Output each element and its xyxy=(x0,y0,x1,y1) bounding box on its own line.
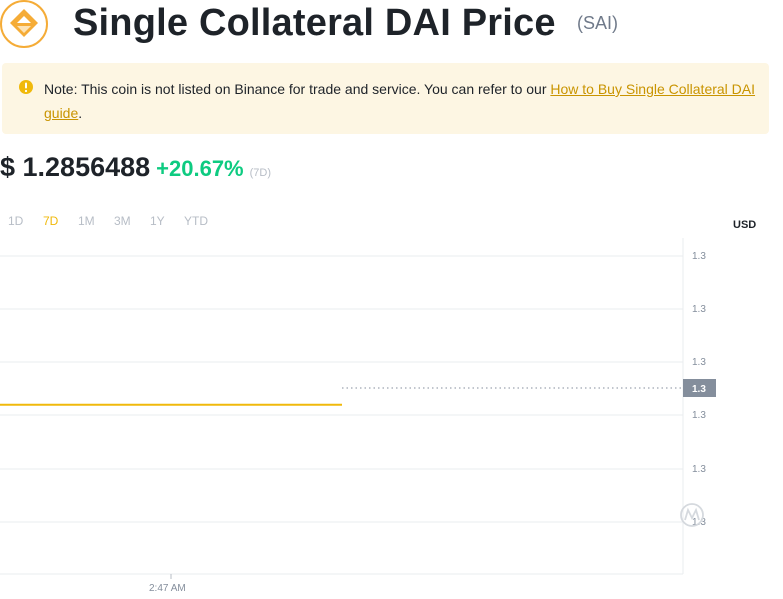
page-header: Single Collateral DAI Price (SAI) xyxy=(0,0,783,52)
x-tick-label: 2:47 AM xyxy=(149,583,186,594)
page-title: Single Collateral DAI Price xyxy=(73,2,556,44)
current-price: $ 1.2856488 xyxy=(0,152,151,182)
price-change: +20.67% xyxy=(156,156,244,181)
y-tick-label: 1.3 xyxy=(692,464,706,475)
range-tab-1y[interactable]: 1Y xyxy=(150,214,165,228)
current-value-badge: 1.3 xyxy=(683,379,716,397)
notice-text: Note: This coin is not listed on Binance… xyxy=(44,81,551,97)
range-tab-ytd[interactable]: YTD xyxy=(184,214,208,228)
range-tab-3m[interactable]: 3M xyxy=(114,214,131,228)
range-tab-7d[interactable]: 7D xyxy=(43,214,59,228)
coinmarketcap-watermark-icon xyxy=(680,503,704,527)
listing-notice: Note: This coin is not listed on Binance… xyxy=(2,63,769,134)
y-tick-label: 1.3 xyxy=(692,304,706,315)
price-summary: $ 1.2856488 +20.67% (7D) xyxy=(0,152,271,188)
y-tick-label: 1.3 xyxy=(692,251,706,262)
y-tick-label: 1.3 xyxy=(692,357,706,368)
how-to-buy-link[interactable]: How to Buy Single Collateral DAI guide xyxy=(44,81,756,121)
currency-label: USD xyxy=(733,219,757,231)
current-value-label: 1.3 xyxy=(692,384,706,395)
price-chart: 1.31.31.31.31.31.3 1.3 2:47 AM xyxy=(0,238,716,594)
y-tick-label: 1.3 xyxy=(692,410,706,421)
range-tab-1m[interactable]: 1M xyxy=(78,214,95,228)
warning-circle-icon xyxy=(19,80,33,94)
notice-suffix: . xyxy=(78,105,83,121)
change-period: (7D) xyxy=(249,167,272,179)
chart-grid xyxy=(0,255,683,523)
sai-coin-icon xyxy=(0,0,48,48)
coin-symbol: (SAI) xyxy=(577,13,619,33)
notice-message: Note: This coin is not listed on Binance… xyxy=(44,77,762,125)
range-tab-1d[interactable]: 1D xyxy=(8,214,24,228)
